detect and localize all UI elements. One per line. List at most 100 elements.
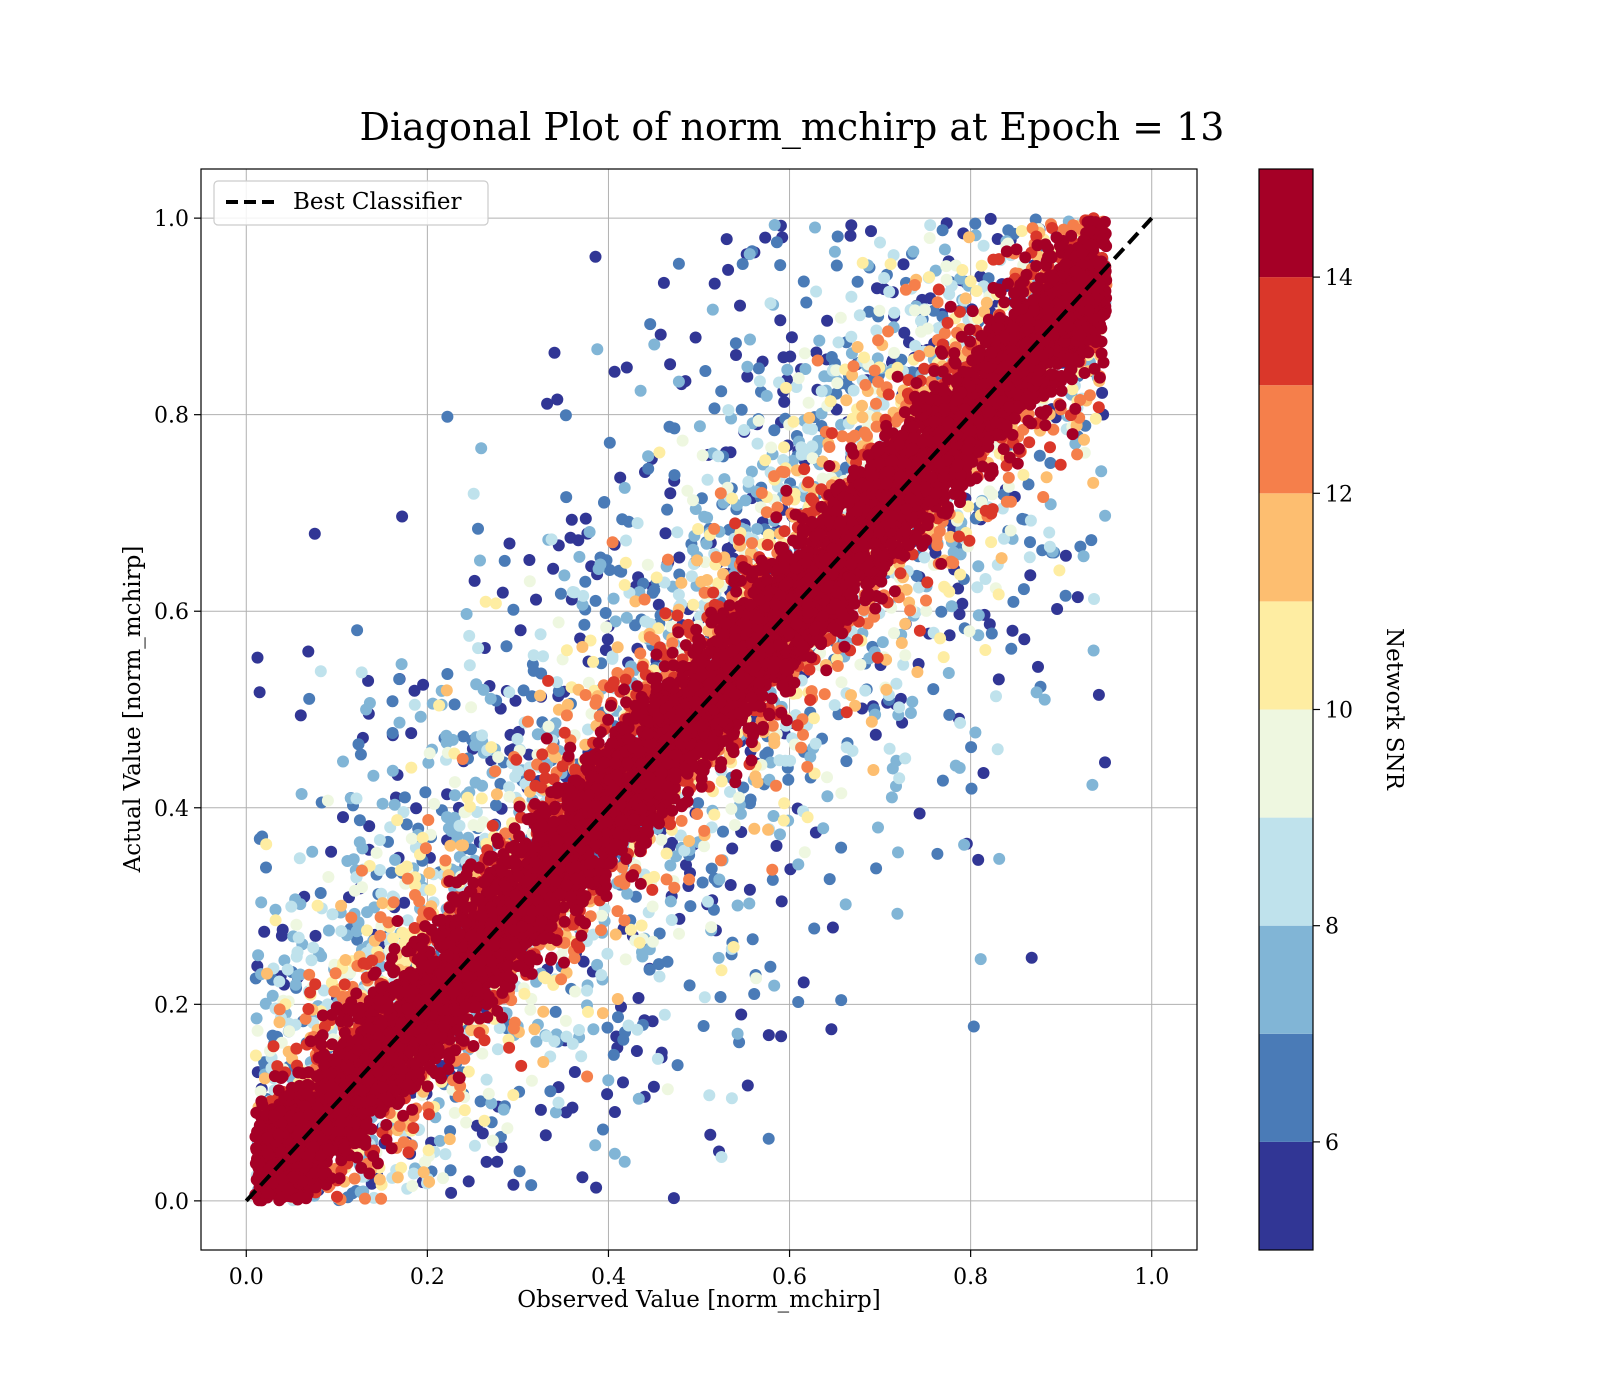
scatter-point (664, 487, 677, 500)
scatter-point (813, 334, 826, 347)
scatter-point (893, 772, 906, 785)
scatter-point (825, 427, 838, 440)
scatter-point (658, 1008, 671, 1021)
scatter-point (974, 953, 987, 966)
scatter-point (953, 608, 966, 621)
scatter-point (738, 424, 751, 436)
scatter-point (821, 771, 833, 784)
scatter-point (611, 993, 624, 1005)
scatter-point (558, 726, 571, 739)
scatter-point (777, 351, 790, 364)
scatter-point (579, 689, 592, 701)
scatter-point (391, 1171, 404, 1184)
scatter-point (613, 564, 626, 577)
scatter-point (762, 1132, 775, 1145)
scatter-point (831, 377, 844, 390)
scatter-point (648, 584, 661, 597)
scatter-point (521, 715, 534, 728)
scatter-point (918, 551, 931, 564)
scatter-point (795, 741, 808, 754)
scatter-point (725, 802, 738, 815)
scatter-point (845, 219, 858, 232)
scatter-point (811, 354, 824, 367)
scatter-point (475, 792, 488, 805)
scatter-point (965, 741, 978, 754)
scatter-point (835, 676, 848, 689)
scatter-point (701, 473, 714, 486)
scatter-point (595, 924, 607, 937)
scatter-point (943, 629, 956, 642)
scatter-point (911, 666, 924, 678)
scatter-point (792, 996, 805, 1008)
scatter-point (725, 1092, 738, 1105)
scatter-point (480, 1073, 493, 1086)
scatter-point (452, 1090, 465, 1103)
scatter-point (920, 594, 932, 607)
scatter-point (525, 1074, 538, 1087)
scatter-point (398, 896, 411, 909)
scatter-point (993, 852, 1006, 865)
scatter-point (1074, 540, 1087, 553)
scatter-point (353, 814, 366, 827)
scatter-point (823, 441, 836, 453)
scatter-point (338, 978, 351, 991)
scatter-point (266, 989, 279, 1002)
scatter-point (907, 245, 920, 258)
scatter-point (646, 935, 659, 948)
scatter-point (743, 883, 756, 896)
scatter-point (798, 846, 811, 859)
scatter-point (258, 1072, 271, 1085)
scatter-point (348, 1172, 361, 1185)
scatter-point (269, 903, 282, 916)
scatter-point (870, 862, 883, 875)
scatter-point (448, 789, 461, 802)
scatter-point (351, 624, 364, 637)
scatter-point (536, 748, 549, 761)
scatter-point (808, 922, 821, 935)
scatter-point (250, 1012, 263, 1025)
scatter-point (618, 579, 631, 591)
scatter-point (607, 1048, 620, 1061)
scatter-point (956, 597, 969, 610)
scatter-point (990, 690, 1002, 703)
scatter-point (601, 947, 614, 960)
scatter-point (724, 879, 737, 891)
scatter-point (428, 797, 441, 810)
scatter-point (480, 1155, 493, 1168)
scatter-point (619, 556, 632, 569)
scatter-point (851, 633, 864, 646)
scatter-point (376, 797, 389, 810)
scatter-point (269, 914, 282, 927)
scatter-point (959, 292, 972, 305)
scatter-point (750, 972, 763, 985)
scatter-point (1085, 534, 1098, 547)
scatter-point (898, 326, 911, 339)
scatter-point (708, 402, 721, 415)
scatter-point (802, 476, 815, 489)
scatter-point (800, 296, 813, 309)
scatter-point (491, 1043, 504, 1056)
scatter-point (730, 349, 742, 361)
scatter-point (260, 861, 272, 874)
scatter-point (697, 1020, 710, 1032)
scatter-point (507, 1089, 520, 1101)
scatter-point (348, 884, 361, 897)
scatter-point (765, 441, 778, 454)
scatter-point (752, 362, 765, 375)
scatter-point (601, 1021, 614, 1034)
scatter-point (930, 532, 943, 545)
scatter-point (396, 510, 409, 523)
scatter-point (294, 709, 307, 722)
scatter-point (359, 1192, 371, 1205)
scatter-point (387, 896, 400, 909)
scatter-point (899, 649, 912, 662)
scatter-point (302, 645, 315, 658)
scatter-point (1022, 478, 1035, 491)
scatter-point (1044, 457, 1057, 469)
scatter-point (457, 730, 470, 743)
scatter-point (490, 799, 502, 812)
scatter-point (422, 1144, 435, 1157)
scatter-point (350, 792, 363, 805)
scatter-point (835, 787, 848, 800)
scatter-point (958, 838, 971, 851)
